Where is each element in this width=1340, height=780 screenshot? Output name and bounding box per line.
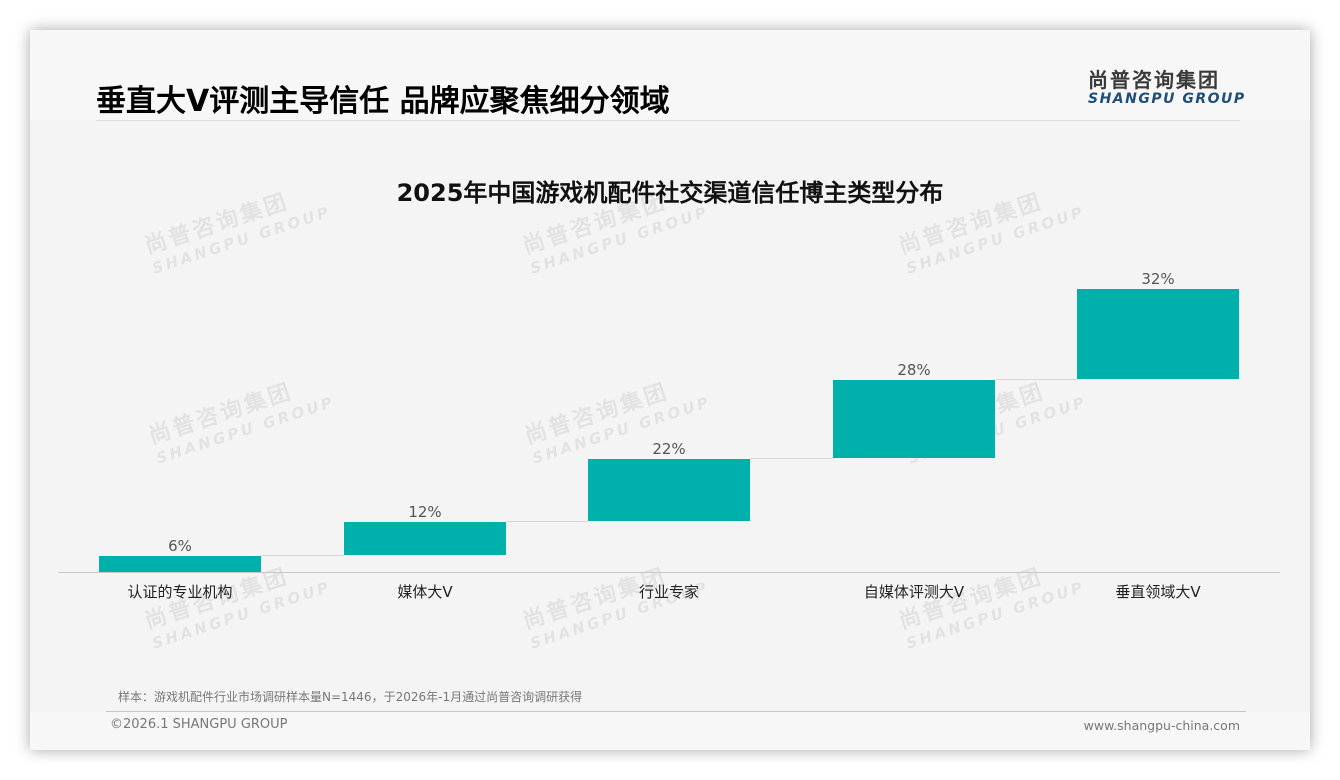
category-label: 媒体大V: [397, 583, 453, 601]
value-label: 12%: [408, 503, 442, 521]
value-label: 28%: [897, 361, 931, 379]
connector-line: [995, 379, 1077, 380]
logo-en-text: SHANGPU GROUP: [1088, 91, 1246, 107]
category-label: 自媒体评测大V: [863, 583, 965, 601]
title-divider: [96, 120, 1240, 121]
slide: 垂直大V评测主导信任 品牌应聚焦细分领域 尚普咨询集团 SHANGPU GROU…: [30, 30, 1310, 750]
copyright-text: ©2026.1 SHANGPU GROUP: [110, 717, 288, 732]
connector-line: [506, 521, 588, 522]
value-label: 22%: [652, 440, 686, 458]
footer-band: [30, 712, 1310, 750]
sample-footnote: 样本：游戏机配件行业市场调研样本量N=1446，于2026年-1月通过尚普咨询调…: [118, 690, 583, 704]
bar-self-media-reviewers: [833, 380, 995, 458]
category-label: 认证的专业机构: [127, 583, 233, 601]
bar-industry-experts: [588, 459, 750, 521]
bar-vertical-domain-kol: [1077, 289, 1239, 379]
page-title: 垂直大V评测主导信任 品牌应聚焦细分领域: [96, 84, 670, 119]
company-logo: 尚普咨询集团 SHANGPU GROUP: [1088, 64, 1246, 107]
chart-title: 2025年中国游戏机配件社交渠道信任博主类型分布: [396, 179, 944, 207]
bar-certified-institutions: [99, 556, 261, 572]
value-label: 6%: [168, 537, 192, 555]
website-link[interactable]: www.shangpu-china.com: [1083, 718, 1240, 733]
waterfall-chart: 6% 12% 22% 28% 32% 认证的专业机构 媒体大V 行业专家 自媒体…: [30, 30, 1310, 750]
connector-line: [261, 555, 344, 556]
bar-media-kol: [344, 522, 506, 555]
category-label: 行业专家: [638, 583, 699, 601]
header-band: [30, 30, 1310, 120]
category-label: 垂直领域大V: [1115, 583, 1201, 601]
footer-divider: [106, 711, 1246, 712]
logo-cn-text: 尚普咨询集团: [1088, 68, 1220, 92]
x-axis-line: [58, 572, 1280, 573]
connector-line: [750, 458, 833, 459]
value-label: 32%: [1141, 270, 1175, 288]
